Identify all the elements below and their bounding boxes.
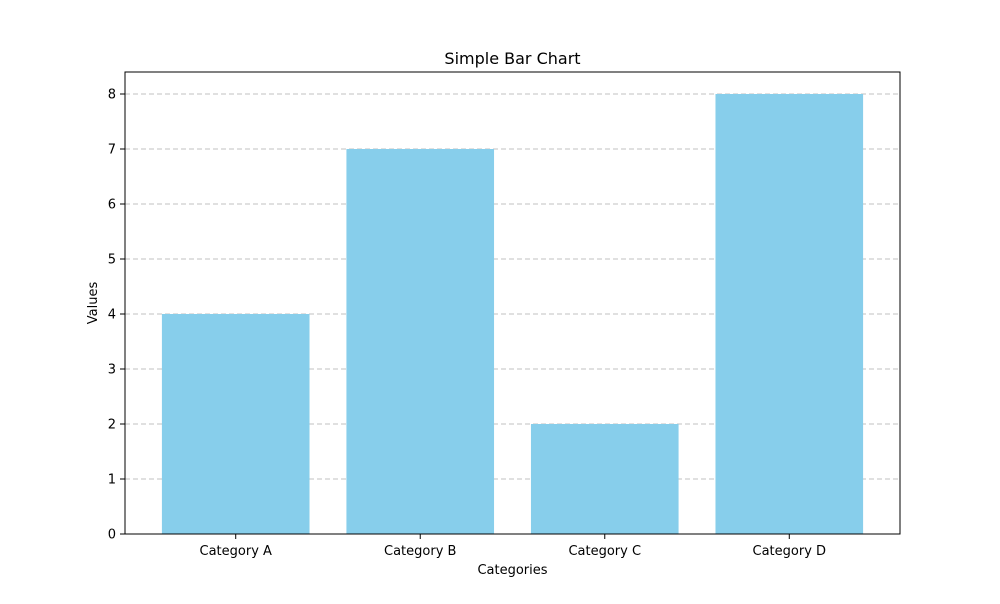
x-axis-ticks: Category A Category B Category C Category D	[200, 534, 827, 559]
bar	[346, 149, 495, 534]
plot-frame	[124, 71, 901, 535]
y-tick-label: 6	[108, 198, 116, 213]
x-tick-label: Category D	[753, 544, 827, 559]
y-tick-label: 8	[108, 88, 116, 103]
bars	[161, 94, 864, 534]
x-tick-label: Category A	[200, 544, 273, 559]
y-tick-label: 4	[108, 308, 116, 323]
y-tick-label: 3	[108, 363, 116, 378]
y-tick-label: 1	[108, 473, 116, 488]
x-tick-label: Category C	[568, 544, 641, 559]
x-tick-label: Category B	[384, 544, 456, 559]
chart-title: Simple Bar Chart	[444, 49, 580, 68]
bar	[161, 314, 310, 534]
x-axis-label: Categories	[477, 563, 547, 578]
y-tick-label: 5	[108, 253, 116, 268]
y-axis-ticks: 0 1 2 3 4 5 6 7 8	[108, 88, 125, 543]
y-tick-label: 7	[108, 143, 116, 158]
y-tick-label: 2	[108, 418, 116, 433]
bar	[530, 424, 679, 534]
y-tick-label: 0	[108, 528, 116, 543]
bar	[715, 94, 864, 534]
y-axis-label: Values	[86, 282, 101, 325]
